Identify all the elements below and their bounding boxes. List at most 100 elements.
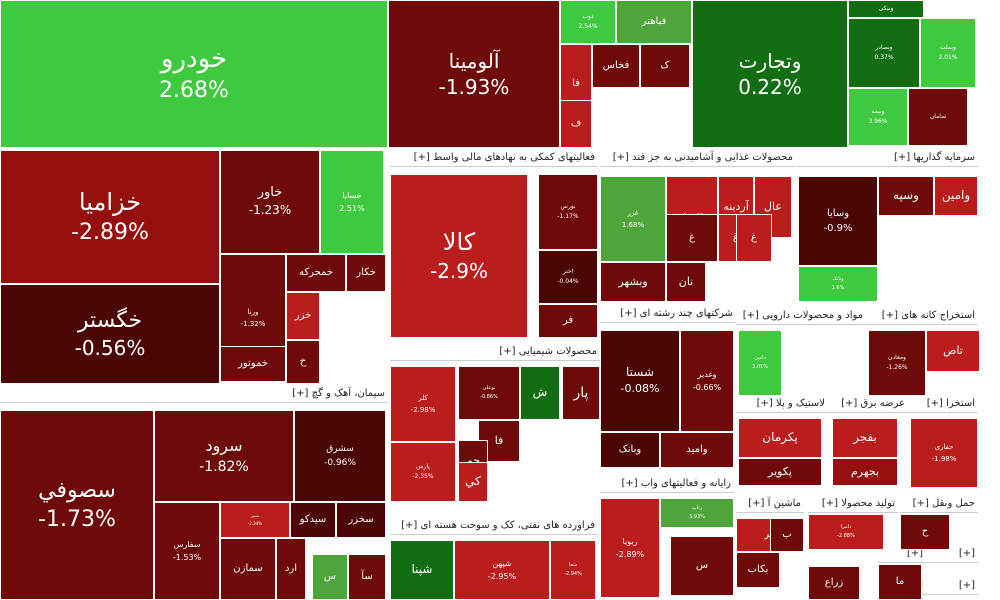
sector-header[interactable]: عرضه برق [+]: [828, 396, 908, 413]
sector-header[interactable]: لاستیک و پلا [+]: [736, 396, 828, 413]
stock-tile[interactable]: شپنا: [390, 540, 454, 600]
stock-tile[interactable]: غزر 1.68%: [600, 176, 666, 262]
stock-tile[interactable]: کالا -2.9%: [390, 174, 528, 338]
sector-header[interactable]: محصولات شیمیایی [+]: [390, 344, 600, 361]
stock-tile[interactable]: خزر: [286, 292, 320, 340]
stock-tile[interactable]: سمازن: [220, 538, 276, 600]
sector-header[interactable]: محصولات غذایی و آشامیدنی به جز قند [+]: [600, 150, 796, 167]
stock-tile[interactable]: زراع: [808, 566, 860, 600]
stock-tile[interactable]: پار: [562, 366, 600, 420]
stock-tile[interactable]: پکرمان: [738, 418, 822, 458]
stock-tile[interactable]: خمحرکه: [286, 254, 346, 292]
sector-header[interactable]: فعالیتهای کمکی به نهادهای مالی واسط [+]: [390, 150, 598, 167]
stock-tile[interactable]: سشرق -0.96%: [294, 410, 386, 502]
stock-tile[interactable]: وبانک: [600, 432, 660, 468]
stock-name: سفارس: [173, 540, 201, 550]
stock-tile[interactable]: پارس -2.35%: [390, 442, 456, 502]
stock-tile[interactable]: وبانک 1.6%: [798, 266, 878, 302]
stock-tile[interactable]: تاص: [926, 330, 980, 372]
stock-tile[interactable]: پکویر: [738, 458, 822, 486]
stock-tile[interactable]: س: [312, 554, 348, 600]
sector-header[interactable]: مواد و محصولات دارویی [+]: [736, 308, 866, 325]
stock-tile[interactable]: وامید: [660, 432, 734, 468]
sector-header[interactable]: رایانه و فعالیتهای واب [+]: [600, 476, 734, 493]
stock-tile[interactable]: بکاب: [736, 552, 780, 588]
stock-tile[interactable]: سنیر -2.34%: [220, 502, 290, 538]
stock-tile[interactable]: آلومینا -1.93%: [388, 0, 560, 148]
stock-tile[interactable]: وبصادر 0.37%: [848, 18, 920, 88]
stock-tile[interactable]: سامان: [908, 88, 968, 146]
stock-tile[interactable]: فخاس: [592, 44, 640, 88]
stock-tile[interactable]: ک: [640, 44, 690, 88]
stock-tile[interactable]: ونیکی: [848, 0, 924, 18]
stock-tile[interactable]: ح: [900, 514, 950, 550]
stock-tile[interactable]: سرود -1.82%: [154, 410, 294, 502]
stock-tile[interactable]: وغدیر -0.66%: [680, 330, 734, 432]
sector-header[interactable]: [+]: [878, 546, 926, 563]
stock-tile[interactable]: رتاپ 3.93%: [660, 498, 734, 528]
stock-tile[interactable]: بفجر: [832, 418, 898, 458]
stock-tile[interactable]: کي: [458, 462, 488, 502]
stock-tile[interactable]: غ: [736, 214, 772, 262]
stock-tile[interactable]: سفارس -1.53%: [154, 502, 220, 600]
stock-tile[interactable]: خموتور: [220, 346, 286, 382]
stock-tile[interactable]: ش: [520, 366, 560, 420]
stock-name: س: [695, 560, 709, 572]
stock-tile[interactable]: خسایا 2.51%: [320, 150, 384, 254]
stock-tile[interactable]: سآ: [348, 554, 386, 600]
stock-tile[interactable]: شپهن -2.95%: [454, 540, 550, 600]
stock-tile[interactable]: خاور -1.23%: [220, 150, 320, 254]
stock-tile[interactable]: بورس -1.17%: [538, 174, 598, 250]
stock-tile[interactable]: ف: [560, 100, 592, 148]
stock-tile[interactable]: خزامیا -2.89%: [0, 150, 220, 284]
stock-tile[interactable]: وسپه: [878, 176, 934, 216]
sector-header[interactable]: ماشین آ [+]: [736, 496, 804, 513]
stock-tile[interactable]: ما: [878, 564, 922, 600]
stock-name: بوعلی: [482, 384, 496, 391]
stock-tile[interactable]: ریویا -2.89%: [600, 498, 660, 598]
stock-tile[interactable]: س: [670, 536, 734, 596]
sector-header[interactable]: استخرا [+]: [908, 396, 978, 413]
sector-header[interactable]: [+]: [926, 578, 978, 595]
stock-tile[interactable]: شعا -2.94%: [550, 540, 596, 600]
stock-tile[interactable]: ومعادن -1.26%: [868, 330, 926, 396]
sector-header[interactable]: استخراج کانه های [+]: [866, 308, 978, 325]
sector-header[interactable]: تولید محصولا [+]: [808, 496, 898, 513]
stock-tile[interactable]: وبملت 2.01%: [920, 18, 976, 88]
stock-tile[interactable]: ب: [770, 518, 804, 552]
stock-tile[interactable]: وبیمه 3.96%: [848, 88, 908, 146]
stock-tile[interactable]: بوعلی -0.86%: [458, 366, 520, 420]
stock-tile[interactable]: خ: [286, 340, 320, 384]
stock-tile[interactable]: حفاری -1.98%: [910, 418, 978, 488]
stock-tile[interactable]: سخزر: [336, 502, 386, 538]
stock-tile[interactable]: شستا -0.08%: [600, 330, 680, 432]
stock-tile[interactable]: دامرا -2.88%: [808, 514, 884, 550]
sector-header[interactable]: شرکتهای چند رشته ای [+]: [600, 306, 736, 323]
stock-tile[interactable]: سصوفي -1.73%: [0, 410, 154, 600]
stock-tile[interactable]: خکار: [346, 254, 386, 292]
stock-tile[interactable]: اختر -0.04%: [538, 250, 598, 304]
stock-tile[interactable]: کلر -2.98%: [390, 366, 456, 442]
stock-tile[interactable]: ارد: [276, 538, 306, 600]
stock-tile[interactable]: وبشهر: [600, 262, 666, 302]
stock-tile[interactable]: غ: [666, 214, 718, 262]
stock-tile[interactable]: بجهرم: [832, 458, 898, 486]
stock-tile[interactable]: وامین: [934, 176, 978, 216]
stock-tile[interactable]: نان: [666, 262, 706, 302]
stock-name: فخاس: [602, 60, 630, 72]
sector-header[interactable]: فراورده های نفتی، کک و سوخت هسته ای [+]: [390, 518, 598, 535]
stock-tile[interactable]: سیدکو: [290, 502, 336, 538]
stock-tile[interactable]: ذوب 2.54%: [560, 0, 616, 44]
stock-tile[interactable]: فباهنر: [616, 0, 692, 44]
stock-tile[interactable]: وتجارت 0.22%: [692, 0, 848, 148]
stock-tile[interactable]: خگستر -0.56%: [0, 284, 220, 384]
stock-tile[interactable]: دامین 3.01%: [738, 330, 782, 396]
stock-tile[interactable]: خودرو 2.68%: [0, 0, 388, 148]
sector-header[interactable]: [+]: [926, 546, 978, 563]
sector-header[interactable]: سرمایه گذاریها [+]: [798, 150, 978, 167]
stock-tile[interactable]: فر: [538, 304, 598, 338]
sector-header[interactable]: سیمان، آهک و گچ [+]: [0, 386, 388, 403]
stock-name: خاور: [257, 185, 283, 201]
sector-header[interactable]: حمل ونقل [+]: [900, 496, 978, 513]
stock-tile[interactable]: وسایا -0.9%: [798, 176, 878, 266]
